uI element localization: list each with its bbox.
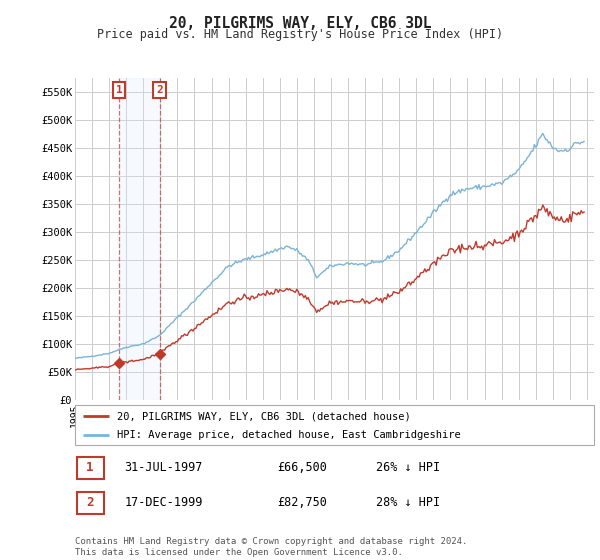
FancyBboxPatch shape: [77, 492, 104, 514]
Text: £66,500: £66,500: [277, 461, 327, 474]
Text: 2: 2: [156, 85, 163, 95]
Text: 26% ↓ HPI: 26% ↓ HPI: [376, 461, 440, 474]
Text: 2: 2: [86, 496, 94, 510]
Text: 28% ↓ HPI: 28% ↓ HPI: [376, 496, 440, 510]
Text: Contains HM Land Registry data © Crown copyright and database right 2024.
This d: Contains HM Land Registry data © Crown c…: [75, 537, 467, 557]
Text: 31-JUL-1997: 31-JUL-1997: [124, 461, 203, 474]
Text: 17-DEC-1999: 17-DEC-1999: [124, 496, 203, 510]
FancyBboxPatch shape: [75, 405, 594, 445]
Text: HPI: Average price, detached house, East Cambridgeshire: HPI: Average price, detached house, East…: [116, 430, 460, 440]
Text: 1: 1: [116, 85, 122, 95]
Text: 20, PILGRIMS WAY, ELY, CB6 3DL (detached house): 20, PILGRIMS WAY, ELY, CB6 3DL (detached…: [116, 411, 410, 421]
Text: Price paid vs. HM Land Registry's House Price Index (HPI): Price paid vs. HM Land Registry's House …: [97, 28, 503, 41]
Text: 1: 1: [86, 461, 94, 474]
Bar: [119, 78, 160, 400]
Text: 20, PILGRIMS WAY, ELY, CB6 3DL: 20, PILGRIMS WAY, ELY, CB6 3DL: [169, 16, 431, 31]
Text: £82,750: £82,750: [277, 496, 327, 510]
FancyBboxPatch shape: [77, 457, 104, 479]
